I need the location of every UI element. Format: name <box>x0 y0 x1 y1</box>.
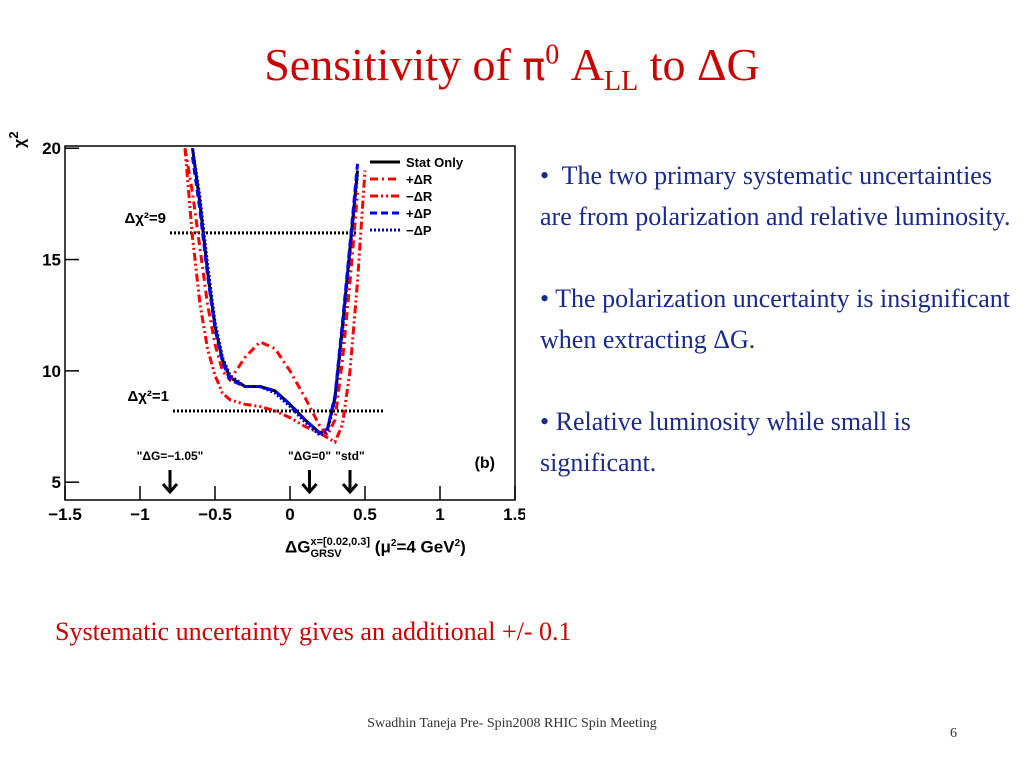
arrow <box>161 470 179 495</box>
y-tick-label: 10 <box>42 362 61 381</box>
title-sup: 0 <box>545 39 560 71</box>
x-tick-label: 1.5 <box>503 505 525 524</box>
threshold-label: Δχ²=9 <box>124 210 166 227</box>
bullet-text: The polarization uncertainty is insignif… <box>540 284 1011 354</box>
x-tick-label: −1 <box>130 505 149 524</box>
label-text: ΔG <box>285 537 311 557</box>
bullet: • The polarization uncertainty is insign… <box>540 284 1011 354</box>
plot-frame <box>64 145 516 501</box>
y-tick-label: 5 <box>52 473 61 492</box>
bullet: • The two primary systematic uncertainti… <box>540 161 1011 231</box>
slide-title: Sensitivity of π0 ALL to ΔG <box>0 38 1024 98</box>
plot-lines <box>183 147 367 445</box>
label-sup: 2 <box>390 537 397 549</box>
x-tick-label: 1 <box>435 505 444 524</box>
label-sup: x=[0.02,0.3] <box>310 536 371 548</box>
legend-label: +ΔP <box>406 206 432 221</box>
legend-label: −ΔR <box>406 189 433 204</box>
title-text: ΔG <box>696 39 760 90</box>
x-axis-label: ΔG x=[0.02,0.3] GRSV (μ2=4 GeV2) <box>285 536 466 560</box>
arrow-label: "std" <box>335 449 364 463</box>
arrow <box>341 470 359 495</box>
title-text: Sensitivity of <box>264 39 523 90</box>
series-line <box>183 147 359 439</box>
title-text: A <box>559 39 604 90</box>
label-text: =4 GeV <box>396 537 455 557</box>
bullet-text: Relative luminosity while small is signi… <box>540 407 911 477</box>
threshold-label: Δχ²=1 <box>127 388 169 405</box>
x-tick-label: 0.5 <box>353 505 377 524</box>
x-tick-label: −1.5 <box>48 505 82 524</box>
bullet-list: • The two primary systematic uncertainti… <box>540 155 1020 524</box>
y-axis-label: χ2 <box>6 131 29 148</box>
page-number: 6 <box>950 726 957 741</box>
series-line <box>183 148 367 445</box>
legend-label: +ΔR <box>406 172 433 187</box>
bullet: • Relative luminosity while small is sig… <box>540 407 911 477</box>
y-tick-label: 20 <box>42 139 61 158</box>
title-text: π <box>522 45 546 89</box>
label-sup: 2 <box>454 537 461 549</box>
panel-label: (b) <box>475 455 495 472</box>
series-line <box>191 147 359 438</box>
y-tick-label: 15 <box>42 251 61 270</box>
x-tick-label: 0 <box>285 505 294 524</box>
legend-label: Stat Only <box>406 155 464 170</box>
footer: Swadhin Taneja Pre- Spin2008 RHIC Spin M… <box>367 716 657 731</box>
arrow <box>301 470 318 495</box>
series-line <box>191 147 359 436</box>
label-sup: 2 <box>6 131 21 139</box>
label-sub: GRSV <box>310 548 342 560</box>
chart: −1.5 −1 −0.5 0 0.5 1 1.5 5 10 15 20 Δχ²=9 Δχ²=1 "ΔG=−… <box>42 139 525 524</box>
arrow-label: "ΔG=0" <box>288 449 331 463</box>
label-text: χ <box>11 138 29 148</box>
label-text: (μ <box>370 537 391 557</box>
x-tick-label: −0.5 <box>198 505 232 524</box>
arrow-label: "ΔG=−1.05" <box>137 449 204 463</box>
title-sub: LL <box>603 66 639 98</box>
title-text: to <box>638 39 697 90</box>
label-text: ) <box>460 537 466 557</box>
note: Systematic uncertainty gives an addition… <box>55 617 572 646</box>
legend-label: −ΔP <box>406 223 432 238</box>
bullet-text: The two primary systematic uncertainties… <box>540 161 1011 231</box>
